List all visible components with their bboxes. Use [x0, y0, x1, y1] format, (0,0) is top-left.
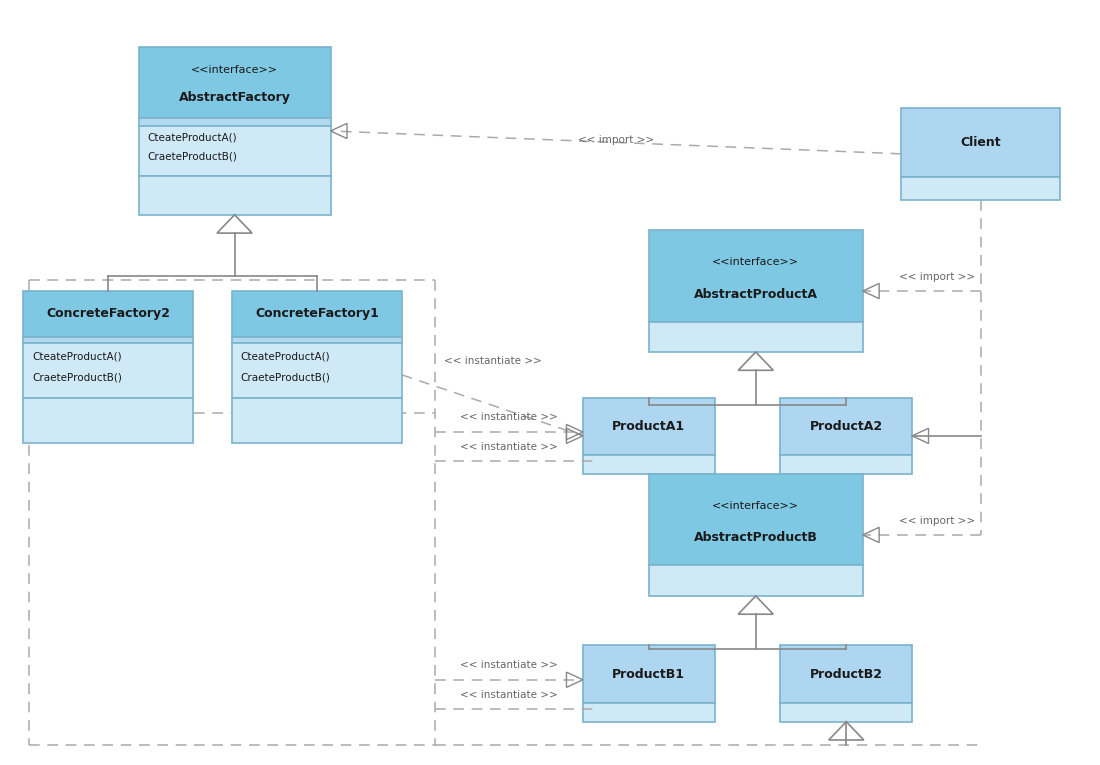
- Bar: [139, 47, 331, 118]
- Bar: [649, 321, 862, 352]
- Bar: [780, 398, 912, 455]
- Bar: [901, 177, 1060, 200]
- Bar: [232, 398, 402, 444]
- Text: <<interface>>: <<interface>>: [191, 65, 278, 75]
- Bar: [232, 343, 402, 398]
- Text: ProductA2: ProductA2: [810, 420, 883, 433]
- Text: ProductB1: ProductB1: [613, 668, 685, 681]
- Text: AbstractProductA: AbstractProductA: [694, 288, 817, 301]
- Text: CteateProductA(): CteateProductA(): [147, 132, 236, 142]
- Text: ConcreteFactory1: ConcreteFactory1: [255, 308, 378, 321]
- Bar: [23, 337, 194, 343]
- Bar: [780, 455, 912, 474]
- Text: << instantiate >>: << instantiate >>: [460, 690, 558, 700]
- Bar: [649, 474, 862, 565]
- Text: Client: Client: [960, 136, 1001, 149]
- Text: CraeteProductB(): CraeteProductB(): [32, 373, 122, 382]
- Bar: [583, 398, 715, 455]
- Bar: [649, 230, 862, 321]
- Bar: [649, 565, 862, 596]
- Bar: [780, 702, 912, 721]
- Bar: [583, 455, 715, 474]
- Text: ProductA1: ProductA1: [613, 420, 685, 433]
- Text: CteateProductA(): CteateProductA(): [241, 352, 330, 362]
- Text: CraeteProductB(): CraeteProductB(): [241, 373, 330, 382]
- Bar: [139, 118, 331, 126]
- Text: << instantiate >>: << instantiate >>: [460, 442, 558, 452]
- Bar: [232, 337, 402, 343]
- Text: << import >>: << import >>: [899, 272, 975, 282]
- Text: ConcreteFactory2: ConcreteFactory2: [46, 308, 170, 321]
- Text: AbstractProductB: AbstractProductB: [694, 532, 817, 545]
- Bar: [23, 343, 194, 398]
- Bar: [901, 108, 1060, 177]
- Text: CraeteProductB(): CraeteProductB(): [147, 151, 238, 161]
- Text: << instantiate >>: << instantiate >>: [443, 356, 541, 366]
- Text: AbstractFactory: AbstractFactory: [178, 91, 290, 104]
- Bar: [583, 646, 715, 702]
- Bar: [139, 126, 331, 176]
- Text: << import >>: << import >>: [899, 516, 975, 526]
- Bar: [232, 291, 402, 337]
- Text: << instantiate >>: << instantiate >>: [460, 659, 558, 669]
- Bar: [583, 702, 715, 721]
- Text: CteateProductA(): CteateProductA(): [32, 352, 122, 362]
- Text: <<interface>>: <<interface>>: [712, 501, 800, 511]
- Text: << instantiate >>: << instantiate >>: [460, 412, 558, 422]
- Text: << import >>: << import >>: [578, 135, 653, 145]
- Bar: [23, 398, 194, 444]
- Bar: [780, 646, 912, 702]
- Text: <<interface>>: <<interface>>: [712, 257, 800, 267]
- Bar: [139, 176, 331, 215]
- Bar: [23, 291, 194, 337]
- Text: ProductB2: ProductB2: [810, 668, 882, 681]
